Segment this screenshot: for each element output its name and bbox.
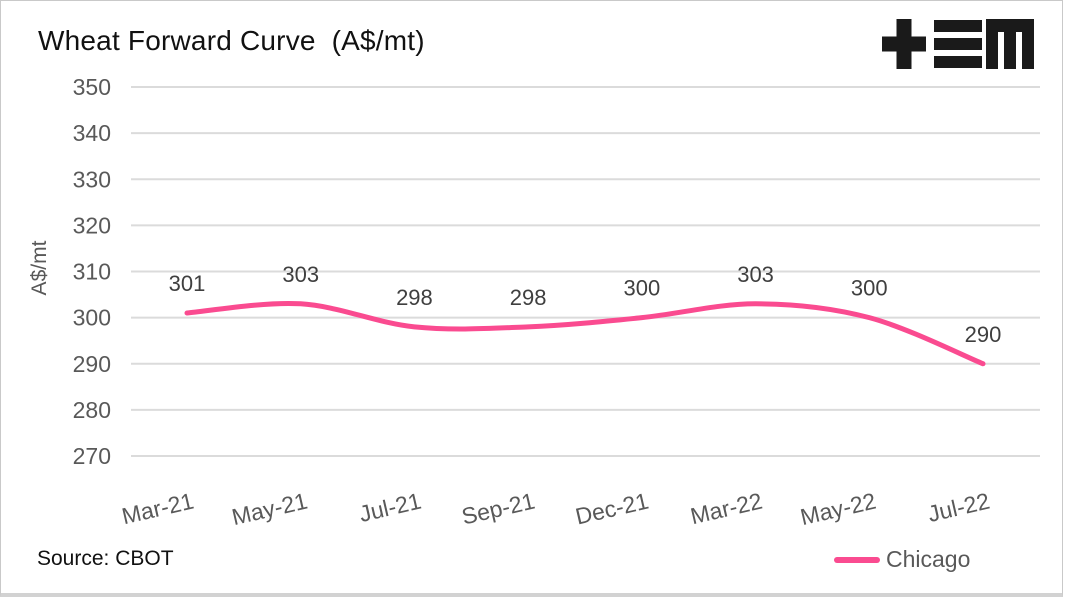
y-tick-label: 340 <box>73 120 111 146</box>
x-tick-label: Dec-21 <box>573 488 651 530</box>
legend-line-swatch <box>834 556 880 563</box>
x-tick-label: Jul-22 <box>925 488 992 527</box>
m-glyph-icon <box>986 19 1034 69</box>
chart-title: Wheat Forward Curve (A$/mt) <box>38 25 425 56</box>
tem-logo <box>882 19 1034 69</box>
x-tick-label: May-21 <box>229 488 310 531</box>
y-axis-title: A$/mt <box>28 240 51 295</box>
plus-icon <box>882 19 926 69</box>
x-tick-label: Sep-21 <box>459 488 537 530</box>
data-label: 301 <box>169 271 206 296</box>
x-tick-label: Mar-22 <box>688 488 765 530</box>
y-tick-label: 310 <box>73 259 111 285</box>
y-tick-label: 270 <box>73 443 111 469</box>
legend: Chicago <box>834 546 970 573</box>
legend-label: Chicago <box>886 546 971 572</box>
y-tick-label: 290 <box>73 351 111 377</box>
y-tick-label: 280 <box>73 397 111 423</box>
data-label: 290 <box>965 322 1002 347</box>
source-note: Source: CBOT <box>37 547 174 570</box>
data-label: 300 <box>623 276 660 301</box>
y-tick-label: 300 <box>73 305 111 331</box>
y-tick-label: 350 <box>73 74 111 100</box>
x-tick-label: Mar-21 <box>119 488 196 530</box>
triple-bar-icon <box>934 20 982 68</box>
data-label: 298 <box>510 285 547 310</box>
y-tick-label: 330 <box>73 166 111 192</box>
data-label: 300 <box>851 276 888 301</box>
x-tick-label: May-22 <box>798 488 879 531</box>
y-tick-label: 320 <box>73 212 111 238</box>
x-tick-label: Jul-21 <box>357 488 424 527</box>
data-label: 303 <box>737 262 774 287</box>
data-label: 303 <box>282 262 319 287</box>
chicago-series-line <box>184 300 986 367</box>
data-label: 298 <box>396 285 433 310</box>
